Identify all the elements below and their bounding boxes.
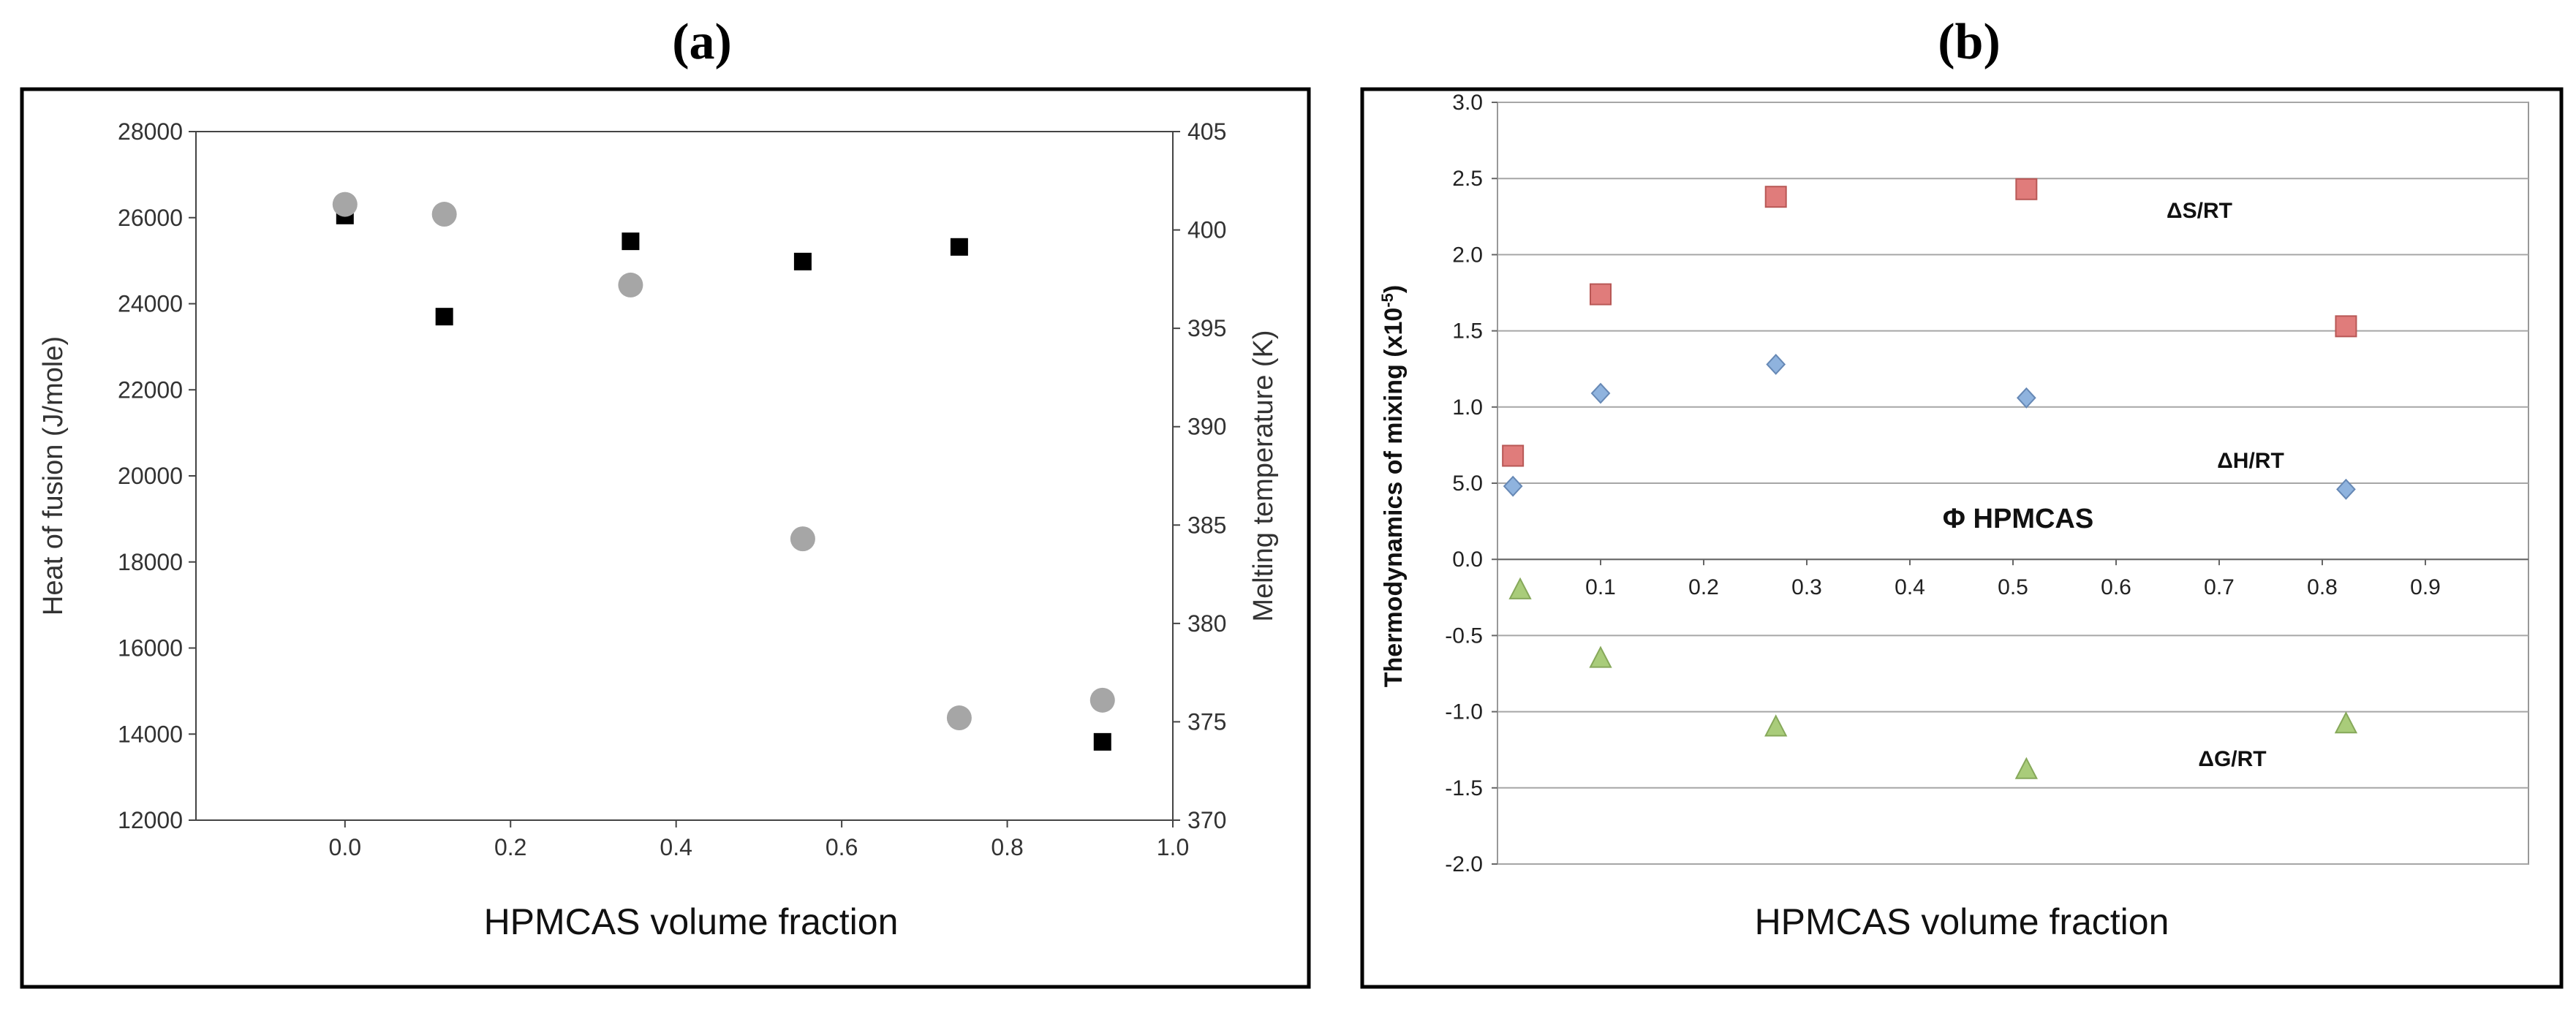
chart-a-y-tick-label: 24000 (118, 291, 183, 317)
chart-a-x-tick-label: 0.2 (494, 834, 526, 860)
chart-a-x-tick-label: 1.0 (1157, 834, 1189, 860)
dg-rt-point (1508, 577, 1532, 599)
ds-rt-point (2015, 178, 2038, 200)
dh-rt-point (1590, 382, 1611, 404)
chart-a-y2-tick-label: 385 (1187, 512, 1226, 538)
heat-of-fusion-point (1093, 732, 1111, 751)
chart-a-plot-area (195, 131, 1174, 821)
annotation-dh-rt: ΔH/RT (2217, 449, 2284, 473)
chart-a-y2label: Melting temperature (K) (1248, 330, 1279, 621)
chart-a-x-tick-label: 0.0 (329, 834, 361, 860)
panel-a-label: (a) (672, 14, 732, 70)
chart-b-y-tick-label: -1.0 (1445, 700, 1483, 724)
chart-a-y2-tick-label: 400 (1187, 217, 1226, 243)
chart-b-y-tick-label: 3.0 (1452, 91, 1483, 115)
heat-of-fusion-point (950, 238, 968, 256)
melting-temperature-point (1089, 687, 1115, 713)
chart-a-x-tick-label: 0.6 (826, 834, 858, 860)
chart-b-x-tick-label: 0.9 (2410, 575, 2441, 599)
chart-a-y2-tick-label: 370 (1187, 807, 1226, 833)
chart-b-y-tick-label: -1.5 (1445, 776, 1483, 800)
chart-a-y2-tick-label: 380 (1187, 610, 1226, 637)
chart-b-ylabel-sup: -5 (1378, 293, 1397, 308)
chart-a-y2-tick-label: 405 (1187, 118, 1226, 145)
chart-b-x-tick-label: 0.4 (1895, 575, 1925, 599)
chart-b-y-tick-label: -0.5 (1445, 624, 1483, 648)
chart-b-x-tick-label: 0.3 (1791, 575, 1822, 599)
chart-b-x-tick-label: 0.8 (2307, 575, 2338, 599)
chart-b-x-tick-label: 0.2 (1688, 575, 1719, 599)
chart-b-phi-label: Φ HPMCAS (1943, 504, 2093, 534)
chart-a-y-tick-label: 26000 (118, 205, 183, 231)
melting-temperature-point (332, 192, 358, 217)
chart-a-x-tick-label: 0.4 (660, 834, 692, 860)
chart-a-y2-tick-label: 375 (1187, 708, 1226, 735)
melting-temperature-point (790, 526, 815, 552)
chart-a: 0.0 0.2 0.4 0.6 0.8 1.0 12000 14000 16000 18000 2… (38, 118, 1279, 942)
chart-a-y-tick-label: 18000 (118, 549, 183, 575)
dh-rt-point (2336, 478, 2356, 500)
panel-b-label: (b) (1938, 14, 2001, 70)
chart-b-x-tick-label: 0.5 (1998, 575, 2028, 599)
melting-temperature-point (618, 272, 643, 298)
chart-b: 0.1 0.2 0.3 0.4 0.5 0.6 0.7 0.8 0.9 -2.0 -1.5 -1.0… (1378, 91, 2529, 942)
dg-rt-point (1589, 645, 1612, 668)
annotation-dg-rt: ΔG/RT (2198, 747, 2266, 771)
chart-b-x-tick-label: 0.7 (2204, 575, 2235, 599)
dg-rt-point (1764, 714, 1788, 737)
chart-b-ylabel: Thermodynamics of mixing (x10-5) (1378, 285, 1408, 687)
dh-rt-point (1766, 353, 1786, 375)
heat-of-fusion-point (622, 232, 640, 251)
ds-rt-point (1764, 186, 1787, 208)
chart-b-y-tick-label: 1.5 (1452, 319, 1483, 344)
dh-rt-point (2016, 387, 2036, 409)
dg-rt-point (2334, 711, 2358, 734)
ds-rt-point (1590, 283, 1612, 306)
chart-b-y-tick-label: 2.0 (1452, 243, 1483, 267)
heat-of-fusion-point (793, 252, 812, 270)
chart-a-x-tick-label: 0.8 (991, 834, 1023, 860)
heat-of-fusion-point (435, 308, 453, 326)
chart-b-y-tick-label: -2.0 (1445, 852, 1483, 876)
chart-b-y-tick-label: 1.0 (1452, 395, 1483, 420)
chart-a-y-tick-label: 28000 (118, 118, 183, 145)
dg-rt-point (2014, 757, 2038, 779)
chart-b-ylabel-main: Thermodynamics of mixing (x10 (1380, 308, 1408, 688)
chart-a-y-tick-label: 22000 (118, 376, 183, 403)
melting-temperature-point (946, 705, 972, 731)
panel-b-frame (1360, 87, 2564, 989)
chart-a-ylabel: Heat of fusion (J/mole) (38, 336, 69, 615)
chart-b-y-tick-label: 0.0 (1452, 548, 1483, 572)
chart-b-x-tick-label: 0.1 (1585, 575, 1616, 599)
chart-a-y-tick-label: 12000 (118, 807, 183, 833)
chart-b-ylabel-end: ) (1380, 285, 1408, 293)
chart-a-xlabel: HPMCAS volume fraction (484, 901, 899, 942)
ds-rt-point (2335, 315, 2357, 338)
chart-a-y2-tick-label: 395 (1187, 315, 1226, 341)
melting-temperature-point (431, 202, 457, 227)
chart-a-y-tick-label: 14000 (118, 721, 183, 747)
chart-b-y-tick-label: 2.5 (1452, 167, 1483, 191)
chart-b-y-tick-label: 5.0 (1452, 471, 1483, 496)
panel-a-frame (20, 87, 1311, 989)
chart-a-y-tick-label: 20000 (118, 463, 183, 489)
chart-b-xlabel: HPMCAS volume fraction (1755, 901, 2169, 942)
chart-b-x-tick-label: 0.6 (2101, 575, 2131, 599)
chart-a-y2-tick-label: 390 (1187, 414, 1226, 440)
annotation-ds-rt: ΔS/RT (2167, 199, 2232, 223)
chart-a-y-tick-label: 16000 (118, 635, 183, 662)
dh-rt-point (1503, 475, 1523, 497)
ds-rt-point (1502, 444, 1525, 467)
